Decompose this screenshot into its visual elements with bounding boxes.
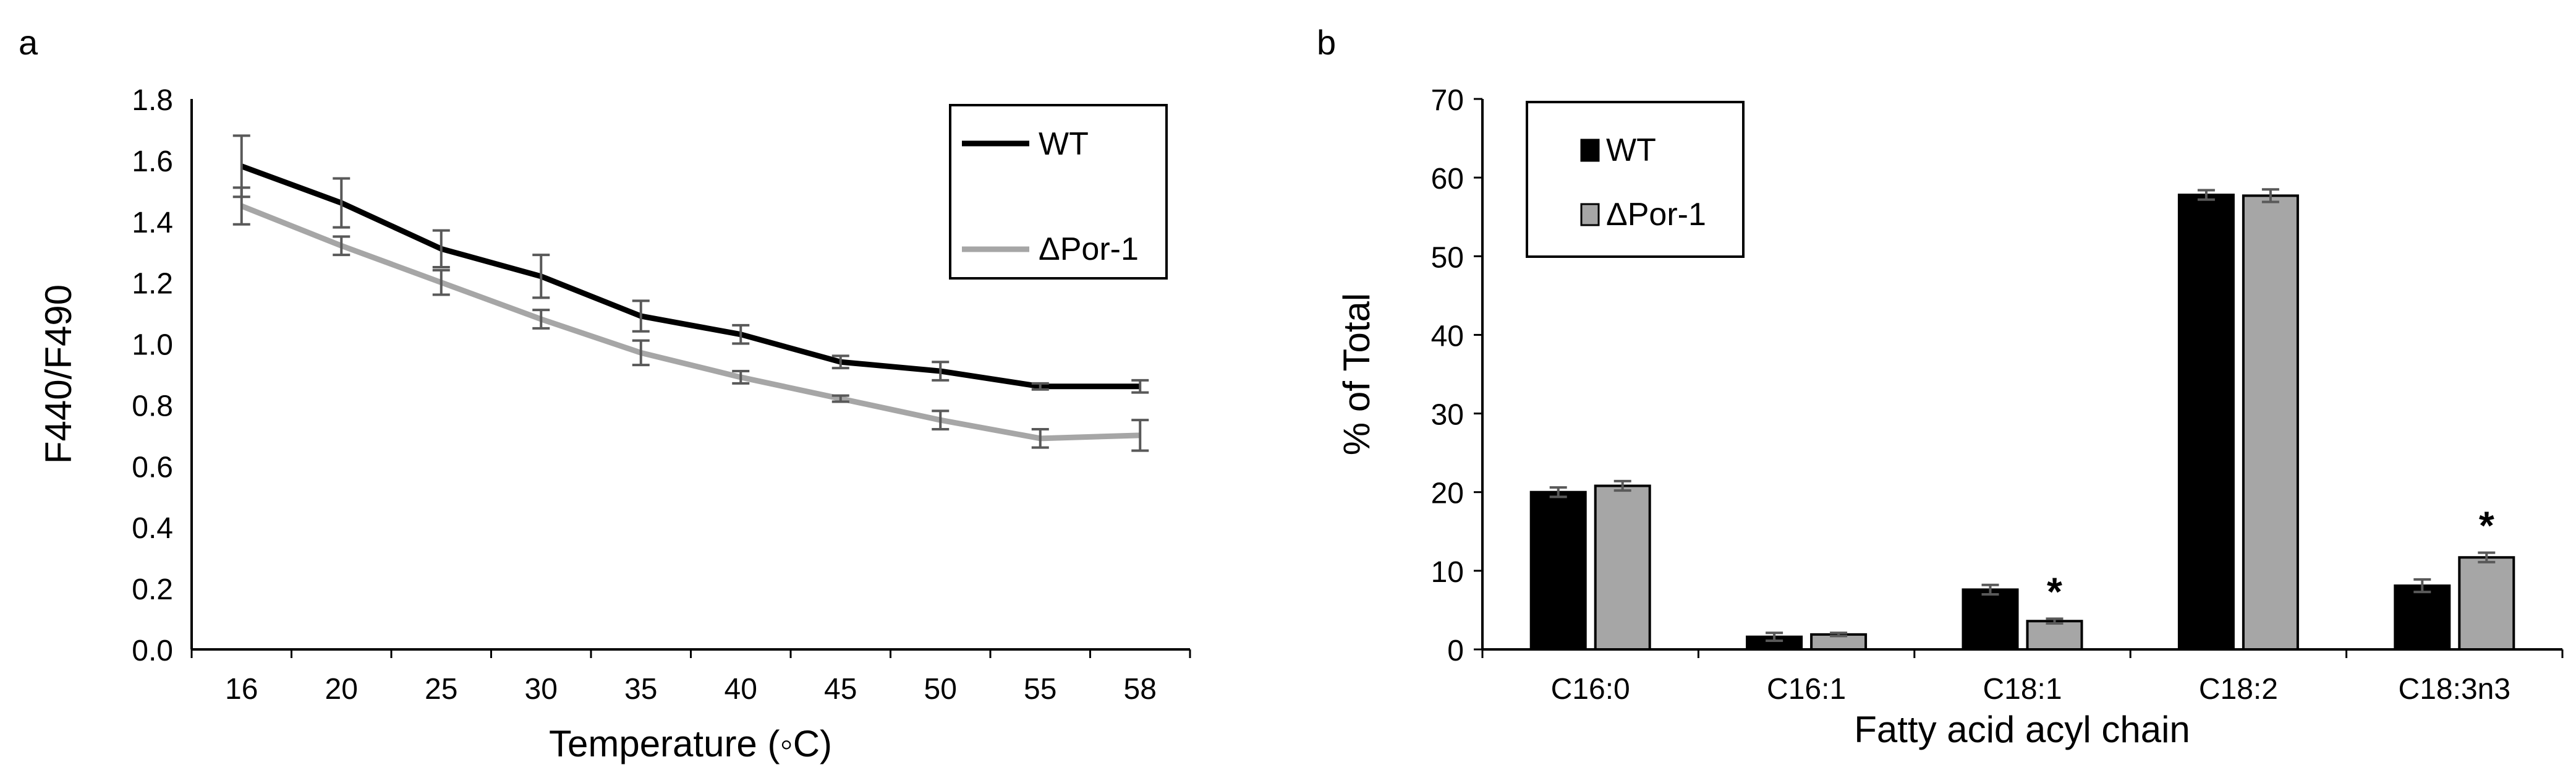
panel-b-x-ticks: C16:0 C16:1 C18:1 C18:2 C18:3n3 — [1481, 649, 2564, 706]
panel-a-x-tick-label: 20 — [325, 673, 358, 706]
panel-a-x-tick-label: 30 — [525, 673, 558, 706]
panel-a-errorbar-por1 — [732, 370, 750, 385]
panel-a-errorbar-por1 — [932, 409, 950, 430]
panel-b-x-axis-title: Fatty acid acyl chain — [1854, 709, 2190, 750]
panel-a-errorbar-wt — [532, 254, 550, 299]
panel-a-x-tick-label: 45 — [824, 673, 857, 706]
panel-b-bar-por1 — [1594, 484, 1651, 651]
panel-a-series — [232, 134, 1149, 452]
panel-a-errorbar-por1 — [532, 309, 550, 330]
panel-b-y-tick-label: 30 — [1431, 399, 1464, 432]
panel-b-legend-swatch-por1 — [1580, 203, 1600, 226]
panel-b-significance-marker: * — [2047, 569, 2062, 614]
panel-a-y-tick-label: 1.8 — [132, 84, 173, 117]
panel-b-errorbar-por1 — [2046, 617, 2064, 625]
panel-a-errorbar-wt — [1131, 379, 1149, 394]
panel-b-legend: WT ΔPor-1 — [1526, 101, 1745, 258]
panel-b-bar-wt — [1962, 588, 2019, 651]
panel-b-x-tick-label: C16:1 — [1767, 673, 1846, 706]
panel-a-x-tick-label: 16 — [225, 673, 258, 706]
panel-b-errorbar-wt — [1549, 486, 1567, 498]
panel-a-line-wt — [240, 163, 1141, 390]
panel-a-y-tick-label: 0.8 — [132, 390, 173, 422]
panel-a: a 0.0 0.2 0.4 0.6 0.8 1.0 1.2 1.4 1.6 1.8 16 20 25 3… — [19, 23, 1191, 764]
panel-b-errorbar-por1 — [1613, 479, 1631, 492]
panel-a-errorbar-wt — [831, 354, 849, 370]
panel-b-errorbar-wt — [1981, 583, 1999, 596]
panel-b-errorbar-wt — [2413, 578, 2431, 594]
panel-b-legend-swatch-wt — [1580, 139, 1600, 162]
panel-b-x-tick-label: C18:3n3 — [2399, 673, 2510, 706]
panel-a-errorbar-wt — [732, 323, 750, 345]
panel-b-legend-label-por1: ΔPor-1 — [1606, 197, 1706, 233]
panel-b-errorbar-por1 — [2478, 551, 2496, 563]
panel-a-label: a — [19, 23, 38, 62]
panel-b-bar-wt — [1529, 490, 1587, 651]
panel-b-bar-por1 — [2242, 194, 2299, 651]
panel-b-errorbar-wt — [2197, 189, 2215, 201]
panel-b-y-tick-label: 10 — [1431, 556, 1464, 589]
panel-a-y-axis-title: F440/F490 — [38, 285, 79, 464]
panel-a-errorbar-wt — [632, 299, 650, 333]
panel-b-y-tick-label: 0 — [1447, 635, 1464, 667]
panel-b-y-ticks: 0 10 20 30 40 50 60 70 — [1431, 84, 1482, 667]
panel-b-x-tick-label: C16:0 — [1551, 673, 1630, 706]
panel-a-y-tick-label: 1.6 — [132, 145, 173, 178]
panel-a-legend: WT ΔPor-1 — [949, 104, 1168, 280]
panel-b-y-tick-label: 20 — [1431, 477, 1464, 510]
panel-a-y-tick-label: 1.2 — [132, 268, 173, 301]
panel-b-y-tick-label: 70 — [1431, 84, 1464, 117]
panel-a-line-por1 — [240, 203, 1141, 442]
panel-a-errorbar-wt — [932, 361, 950, 382]
panel-a-errorbar-por1 — [1031, 428, 1049, 449]
panel-a-errorbar-por1 — [432, 268, 450, 296]
panel-b-label: b — [1317, 23, 1336, 62]
panel-b-bar-wt — [2177, 194, 2235, 651]
panel-a-x-axis-title: Temperature (◦C) — [549, 723, 832, 764]
panel-a-errorbar-wt — [232, 134, 250, 199]
panel-a-x-tick-label: 58 — [1124, 673, 1157, 706]
panel-b-errorbar-por1 — [1830, 631, 1848, 638]
panel-b-y-tick-label: 40 — [1431, 320, 1464, 353]
panel-a-legend-label-wt: WT — [1039, 126, 1089, 162]
panel-a-x-tick-label: 40 — [725, 673, 757, 706]
panel-a-x-ticks: 16 20 25 30 35 40 45 50 55 58 — [190, 649, 1191, 706]
panel-a-errorbar-wt — [432, 229, 450, 268]
panel-a-y-tick-label: 0.0 — [132, 635, 173, 667]
panel-a-y-ticks: 0.0 0.2 0.4 0.6 0.8 1.0 1.2 1.4 1.6 1.8 — [132, 84, 173, 667]
panel-a-legend-label-por1: ΔPor-1 — [1039, 231, 1139, 267]
panel-b-bars: ** — [1529, 188, 2515, 651]
panel-a-y-tick-label: 0.2 — [132, 573, 173, 606]
panel-b-x-tick-label: C18:1 — [1983, 673, 2062, 706]
panel-a-y-tick-label: 0.6 — [132, 451, 173, 484]
panel-a-errorbar-por1 — [632, 339, 650, 367]
panel-a-x-tick-label: 55 — [1024, 673, 1056, 706]
panel-a-errorbar-wt — [333, 177, 351, 229]
panel-b-bar-por1 — [2458, 556, 2515, 651]
panel-a-x-tick-label: 35 — [624, 673, 657, 706]
panel-b-legend-box — [1526, 101, 1745, 258]
panel-b-y-tick-label: 50 — [1431, 241, 1464, 274]
panel-a-y-tick-label: 1.0 — [132, 329, 173, 362]
panel-b-y-tick-label: 60 — [1431, 163, 1464, 195]
panel-b-y-axis-title: % of Total — [1336, 293, 1377, 455]
panel-a-x-tick-label: 25 — [425, 673, 457, 706]
panel-a-x-tick-label: 50 — [924, 673, 957, 706]
panel-b-bar-wt — [2394, 584, 2451, 651]
panel-b-bar-por1 — [2026, 620, 2083, 651]
panel-a-errorbar-por1 — [831, 394, 849, 403]
panel-b-legend-label-wt: WT — [1606, 132, 1656, 168]
panel-a-errorbar-por1 — [1131, 419, 1149, 452]
panel-a-y-tick-label: 0.4 — [132, 512, 173, 545]
panel-a-y-tick-label: 1.4 — [132, 207, 173, 239]
panel-a-errorbar-wt — [1031, 382, 1049, 391]
panel-a-errorbar-por1 — [333, 235, 351, 257]
panel-b-errorbar-por1 — [2261, 188, 2279, 203]
panel-b-x-tick-label: C18:2 — [2199, 673, 2278, 706]
panel-b-significance-marker: * — [2479, 503, 2494, 548]
panel-b-errorbar-wt — [1766, 631, 1783, 643]
